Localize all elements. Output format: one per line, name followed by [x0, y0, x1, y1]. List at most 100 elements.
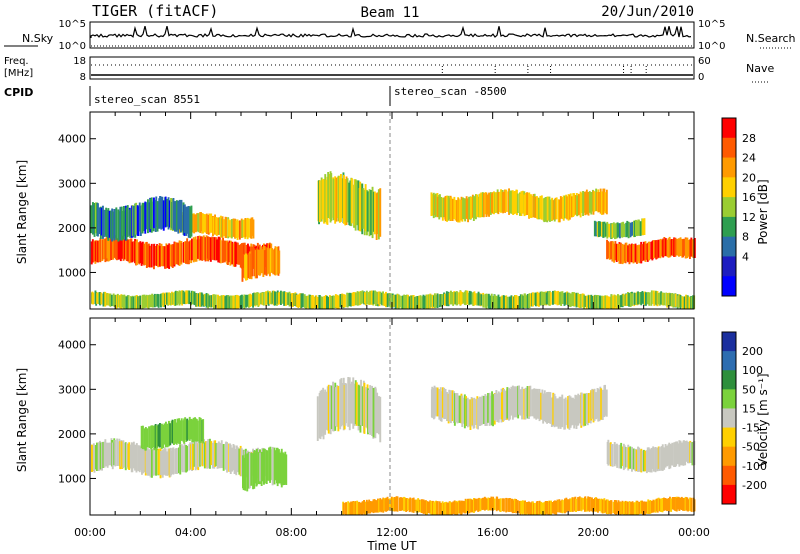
heatmap-cell: [157, 245, 160, 268]
heatmap-cell: [105, 442, 108, 467]
heatmap-cell: [480, 192, 483, 218]
heatmap-cell: [643, 218, 646, 235]
heatmap-cell: [205, 293, 208, 308]
heatmap-cell: [186, 418, 189, 441]
heatmap-cell: [453, 291, 456, 305]
heatmap-cell: [184, 241, 186, 263]
heatmap-cell: [637, 446, 639, 472]
heatmap-cell: [315, 295, 318, 309]
heatmap-cell: [569, 293, 572, 307]
heatmap-cell: [512, 191, 515, 215]
x-tick-label: 20:00: [577, 526, 609, 539]
heatmap-cell: [570, 498, 572, 512]
heatmap-cell: [339, 294, 342, 308]
heatmap-cell: [579, 293, 582, 308]
heatmap-cell: [463, 394, 466, 429]
heatmap-cell: [613, 243, 616, 263]
heatmap-cell: [251, 249, 254, 277]
heatmap-cell: [169, 244, 172, 267]
heatmap-cell: [607, 241, 610, 259]
heatmap-cell: [685, 294, 687, 309]
heatmap-cell: [135, 202, 138, 235]
heatmap-cell: [438, 389, 441, 420]
heatmap-cell: [191, 238, 193, 261]
colorbar-swatch: [722, 332, 736, 352]
heatmap-cell: [565, 194, 568, 219]
heatmap-cell: [187, 206, 190, 238]
heatmap-cell: [426, 501, 429, 514]
heatmap-cell: [552, 200, 555, 220]
heatmap-cell: [503, 389, 505, 421]
heatmap-cell: [414, 296, 417, 309]
heatmap-cell: [664, 444, 667, 468]
heatmap-cell: [160, 293, 162, 308]
heatmap-cell: [377, 498, 379, 513]
heatmap-cell: [651, 240, 654, 260]
heatmap-cell: [415, 499, 418, 513]
heatmap-cell: [466, 397, 469, 428]
heatmap-cell: [360, 291, 362, 304]
heatmap-cell: [689, 497, 691, 511]
heatmap-cell: [534, 502, 536, 515]
heatmap-cell: [157, 424, 160, 447]
heatmap-cell: [288, 291, 291, 307]
heatmap-cell: [492, 296, 495, 309]
heatmap-cell: [648, 448, 651, 473]
heatmap-cell: [379, 498, 382, 512]
heatmap-cell: [590, 294, 593, 309]
heatmap-cell: [570, 397, 573, 426]
heatmap-cell: [179, 420, 182, 445]
heatmap-cell: [167, 292, 170, 306]
heatmap-cell: [352, 377, 355, 429]
heatmap-cell: [345, 176, 348, 225]
heatmap-cell: [380, 499, 383, 513]
heatmap-cell: [107, 293, 110, 306]
colorbar-tick-label: 8: [742, 231, 749, 244]
heatmap-cell: [227, 295, 230, 309]
heatmap-cell: [481, 395, 484, 425]
heatmap-cell: [252, 219, 255, 239]
heatmap-cell: [168, 292, 171, 305]
heatmap-cell: [403, 497, 406, 511]
heatmap-cell: [684, 440, 687, 466]
heatmap-cell: [153, 197, 155, 229]
heatmap-cell: [122, 440, 125, 469]
heatmap-cell: [535, 292, 538, 307]
heatmap-cell: [687, 441, 689, 464]
heatmap-cell: [436, 196, 439, 218]
heatmap-cell: [660, 498, 663, 512]
colorbar-swatch: [722, 197, 736, 218]
heatmap-cell: [483, 395, 485, 424]
heatmap-cell: [419, 295, 422, 309]
heatmap-cell: [391, 497, 394, 512]
heatmap-cell: [205, 235, 208, 261]
heatmap-cell: [474, 399, 477, 425]
heatmap-cell: [641, 244, 644, 262]
heatmap-cell: [505, 189, 508, 212]
heatmap-cell: [578, 395, 581, 424]
heatmap-cell: [298, 293, 301, 307]
heatmap-cell: [140, 242, 143, 266]
heatmap-cell: [164, 246, 167, 269]
heatmap-cell: [600, 296, 602, 309]
heatmap-cell: [436, 293, 439, 308]
heatmap-cell: [211, 442, 214, 469]
heatmap-cell: [519, 294, 522, 309]
freq-tick-bottom: 8: [80, 72, 86, 83]
heatmap-cell: [594, 497, 596, 512]
heatmap-cell: [473, 291, 476, 306]
heatmap-cell: [145, 294, 148, 308]
heatmap-cell: [680, 442, 683, 466]
heatmap-cell: [614, 241, 617, 261]
heatmap-cell: [148, 449, 151, 476]
heatmap-cell: [136, 239, 138, 266]
colorbar-swatch: [722, 408, 736, 429]
heatmap-cell: [201, 236, 204, 261]
heatmap-cell: [232, 243, 235, 267]
heatmap-cell: [491, 391, 493, 426]
heatmap-cell: [112, 211, 115, 239]
heatmap-cell: [422, 499, 425, 514]
heatmap-cell: [600, 388, 603, 420]
heatmap-cell: [677, 496, 680, 510]
heatmap-cell: [499, 498, 502, 512]
